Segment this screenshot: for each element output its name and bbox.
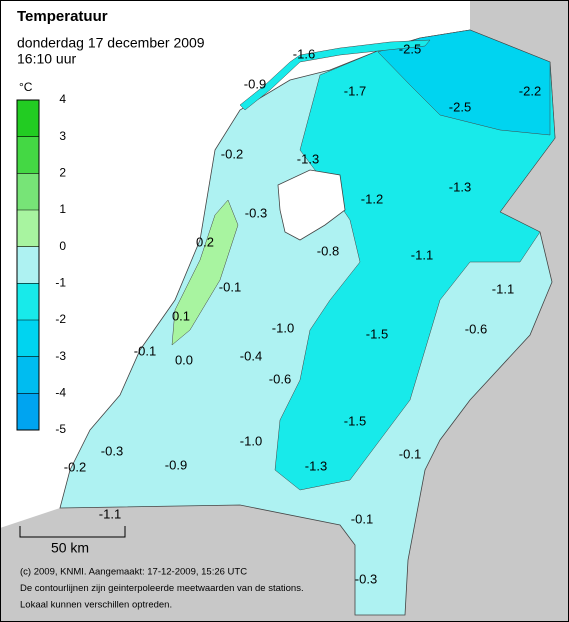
legend-tick-label: -4 — [55, 386, 66, 400]
station-value: -1.2 — [361, 191, 383, 206]
legend-tick-label: -5 — [55, 422, 66, 436]
station-value: -0.6 — [269, 371, 291, 386]
station-value: -1.1 — [492, 281, 514, 296]
station-value: -0.1 — [134, 343, 156, 358]
legend-tick-label: 3 — [59, 129, 66, 143]
station-value: -2.2 — [519, 83, 541, 98]
station-value: -1.3 — [305, 458, 327, 473]
legend-unit: °C — [19, 80, 33, 94]
footer-line: Lokaal kunnen verschillen optreden. — [20, 600, 172, 611]
band-plus0 — [171, 199, 239, 346]
legend-tick-label: -1 — [55, 276, 66, 290]
station-value: -1.0 — [272, 320, 294, 335]
station-value: -0.3 — [245, 205, 267, 220]
station-value: -0.9 — [165, 457, 187, 472]
wadden-islands — [239, 39, 431, 111]
legend-band — [17, 283, 39, 320]
station-value: -1.0 — [240, 433, 262, 448]
legend: 4 3 2 1 0 -1 -2 -3 -4 -5 — [16, 92, 66, 436]
date: donderdag 17 december 2009 — [17, 35, 205, 51]
legend-band — [17, 100, 39, 137]
legend-tick-label: 0 — [59, 239, 66, 253]
legend-band — [17, 173, 39, 210]
footer-line: (c) 2009, KNMI. Aangemaakt: 17-12-2009, … — [20, 567, 247, 578]
station-value: 0.0 — [175, 352, 193, 367]
station-value: -2.5 — [449, 99, 471, 114]
legend-tick-label: 4 — [59, 92, 66, 106]
station-value: -0.8 — [317, 243, 339, 258]
footer-line: De contourlijnen zijn geinterpoleerde me… — [20, 583, 304, 594]
station-value: -0.4 — [240, 348, 262, 363]
station-value: -2.5 — [399, 41, 421, 56]
station-value: -0.1 — [219, 279, 241, 294]
station-value: -1.7 — [344, 83, 366, 98]
time: 16:10 uur — [17, 51, 76, 67]
station-value: -1.3 — [449, 179, 471, 194]
band-minus2 — [377, 29, 551, 136]
station-value: -0.9 — [244, 76, 266, 91]
legend-band — [17, 136, 39, 174]
lake — [277, 169, 346, 241]
station-value: -1.1 — [99, 506, 121, 521]
station-value: -0.3 — [355, 571, 377, 586]
scale-label: 50 km — [51, 540, 89, 556]
station-value: -1.3 — [297, 151, 319, 166]
station-value: -0.1 — [351, 511, 373, 526]
station-value: -0.1 — [399, 446, 421, 461]
legend-tick-label: 2 — [59, 166, 66, 180]
station-value: -0.2 — [221, 146, 243, 161]
legend-tick-label: 1 — [59, 202, 66, 216]
legend-tick-label: -2 — [55, 312, 66, 326]
station-value: -0.6 — [465, 321, 487, 336]
station-value: -1.5 — [344, 413, 366, 428]
stations: -1.6 -2.5 -0.9 -1.7 -2.5 -2.2 -0.2 -1.3 -1.2 -1.3… — [64, 41, 541, 586]
title: Temperatuur — [17, 8, 108, 25]
legend-band — [17, 356, 39, 394]
legend-band — [17, 320, 39, 357]
station-value: -1.1 — [411, 247, 433, 262]
station-value: -1.5 — [366, 326, 388, 341]
station-value: -0.2 — [64, 459, 86, 474]
station-value: 0.1 — [172, 308, 190, 323]
footer: (c) 2009, KNMI. Aangemaakt: 17-12-2009, … — [20, 567, 304, 611]
scale-bar — [19, 526, 126, 538]
legend-tick-label: -3 — [55, 349, 66, 363]
legend-band — [17, 393, 39, 430]
station-value: -0.3 — [101, 443, 123, 458]
station-value: 0.2 — [196, 234, 214, 249]
legend-band — [17, 246, 39, 284]
station-value: -1.6 — [293, 46, 315, 61]
legend-band — [17, 210, 39, 247]
